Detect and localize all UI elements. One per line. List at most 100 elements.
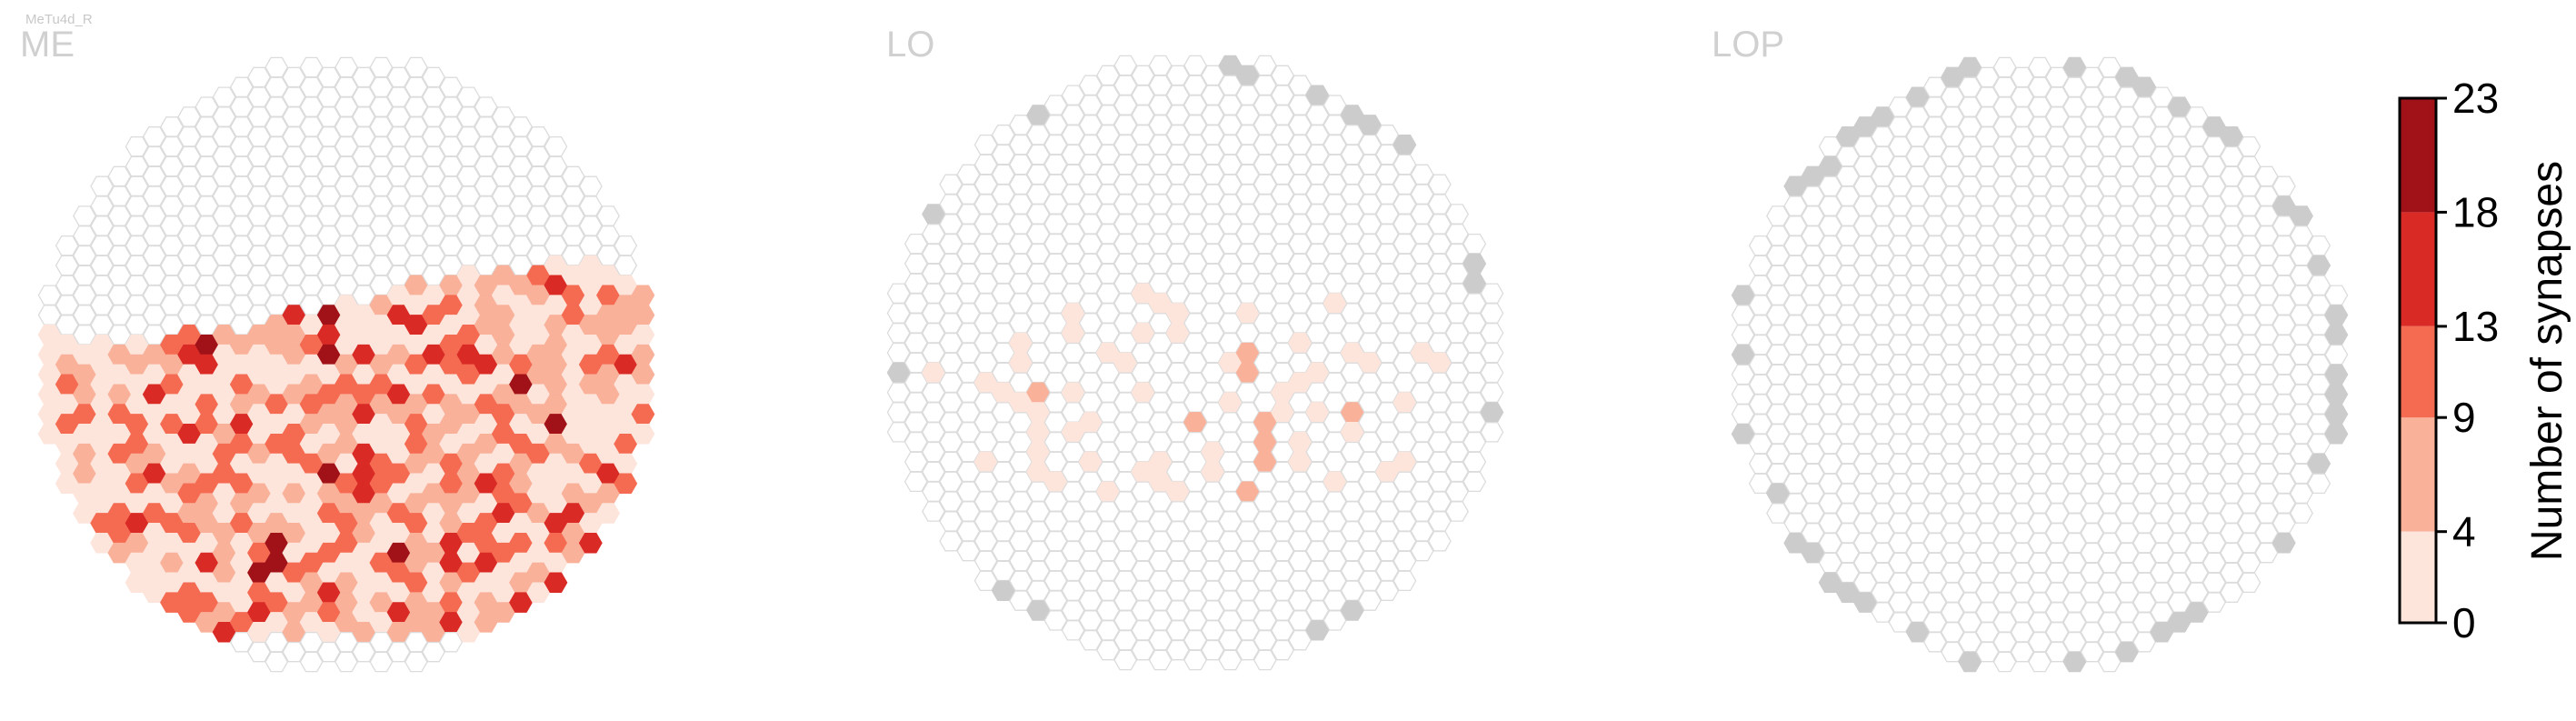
lo-hex-cell [1131,639,1155,661]
lop-hex-cell [2028,651,2052,673]
me-hex-cell [631,424,655,445]
me-hex-cell [299,651,324,673]
lop-hex-cell [2254,542,2279,564]
lop-hex-cell [1853,592,1877,613]
lop-hex-cell [1766,503,1790,524]
me-hex-cell [73,503,96,524]
me-hex-cell [561,542,585,564]
me-hex-cell [544,135,568,157]
lop-hex-cell [1958,651,1982,673]
colorbar-tick-label: 13 [2452,303,2499,350]
lo-hex-cell [1078,629,1103,651]
lop-hex-cell [2307,255,2331,276]
me-hex-cell [631,325,655,345]
me-hex-cell [526,582,551,603]
lop-hex-cell [2307,473,2331,495]
me-hex-cell [631,404,655,425]
me-hex-cell [195,612,219,633]
me-hex-cell [125,572,149,594]
me-hex-cell [369,651,394,673]
lo-hex-cell [939,530,964,552]
me-hex-cell [631,384,655,405]
me-hex-cell [614,255,638,276]
lop-hex-cell [2202,592,2226,613]
lo-hex-cell [1235,639,1260,661]
me-hex-cell [55,473,79,495]
lo-hex-cell [1323,610,1347,631]
lo-hex-cell [1427,530,1452,552]
lop-hex-cell [2080,641,2104,663]
lo-hex-cell [1113,649,1138,671]
lop-hex-cell [2097,651,2122,673]
panel-title-lop: LOP [1712,25,1784,65]
colorbar-tick-label: 0 [2452,599,2476,646]
me-hex-cell [212,622,236,643]
lo-hex-cell [1183,649,1207,671]
lo-hex-cell [1480,323,1504,344]
lop-hex-cell [1835,582,1860,603]
lo-hex-cell [1393,570,1417,592]
lop-hex-cell [1818,572,1842,594]
lop-hex-cell [1801,542,1825,564]
me-hex-cell [631,285,655,305]
lo-hex-cell [1148,649,1173,671]
me-hex-cell [544,572,568,594]
lop-hex-cell [2324,384,2349,405]
lo-hex-cell [973,570,998,592]
lo-hex-cell [1480,382,1504,403]
lop-hex-cell [2324,285,2349,305]
lo-hex-cell [1410,540,1434,562]
colorbar-tick-label: 18 [2452,188,2499,235]
me-hex-cell [386,641,411,663]
lop-hex-cell [1871,602,1895,623]
me-hex-cell [142,582,166,603]
lo-hex-cell [1480,283,1504,304]
me-hex-cell [614,235,638,256]
lo-hex-cell [1445,501,1469,522]
colorbar-segments [2400,98,2436,623]
lo-hex-cell [1463,471,1487,493]
lo-hex-cell [886,422,911,443]
lo-hex-cell [1165,639,1190,661]
colorbar-tick-label: 4 [2452,508,2476,556]
lop-hex-cell [1783,532,1808,554]
colorbar-frame [2398,96,2438,625]
lop-hex-cell [2115,641,2139,663]
lop-hex-cell [2062,651,2087,673]
me-hex-cell [439,631,464,653]
me-hex-cell [509,592,533,613]
hex-grid-me [37,56,655,673]
lop-hex-cell [2150,622,2174,643]
lop-hex-cell [2324,364,2349,386]
lo-hex-cell [1096,639,1120,661]
me-hex-cell [614,473,638,495]
me-hex-cell [37,424,62,445]
me-hex-cell [90,532,115,554]
lo-hex-cell [922,501,945,522]
lop-hex-cell [2167,612,2192,633]
lo-hex-cell [1218,649,1243,671]
colorbar-tick-label: 23 [2452,75,2499,122]
me-hex-cell [596,205,620,226]
lo-hex-cell [1009,590,1033,611]
me-hex-cell [631,344,655,366]
colorbar: 0 4 9 13 18 23 Number of synapses [2398,75,2571,646]
lo-hex-cell [1463,233,1487,255]
me-hex-cell [229,631,254,653]
lo-hex-cell [1480,342,1504,364]
panel-title-lo: LO [886,25,934,65]
lop-hex-cell [2237,135,2261,157]
lop-hex-cell [1941,641,1964,663]
colorbar-segment [2400,325,2436,418]
lop-hex-cell [1922,631,1947,653]
lo-hex-cell [1480,402,1504,423]
hex-grid-lop [1731,56,2349,673]
lop-hex-cell [1748,473,1772,495]
lop-hex-cell [2324,424,2349,445]
lo-hex-cell [1288,629,1313,651]
me-hex-cell [282,641,306,663]
lop-hex-cell [2324,305,2349,325]
me-hex-cell [578,175,603,197]
lo-hex-cell [1445,204,1469,225]
cell-type-label: MeTu4d_R [25,12,93,27]
